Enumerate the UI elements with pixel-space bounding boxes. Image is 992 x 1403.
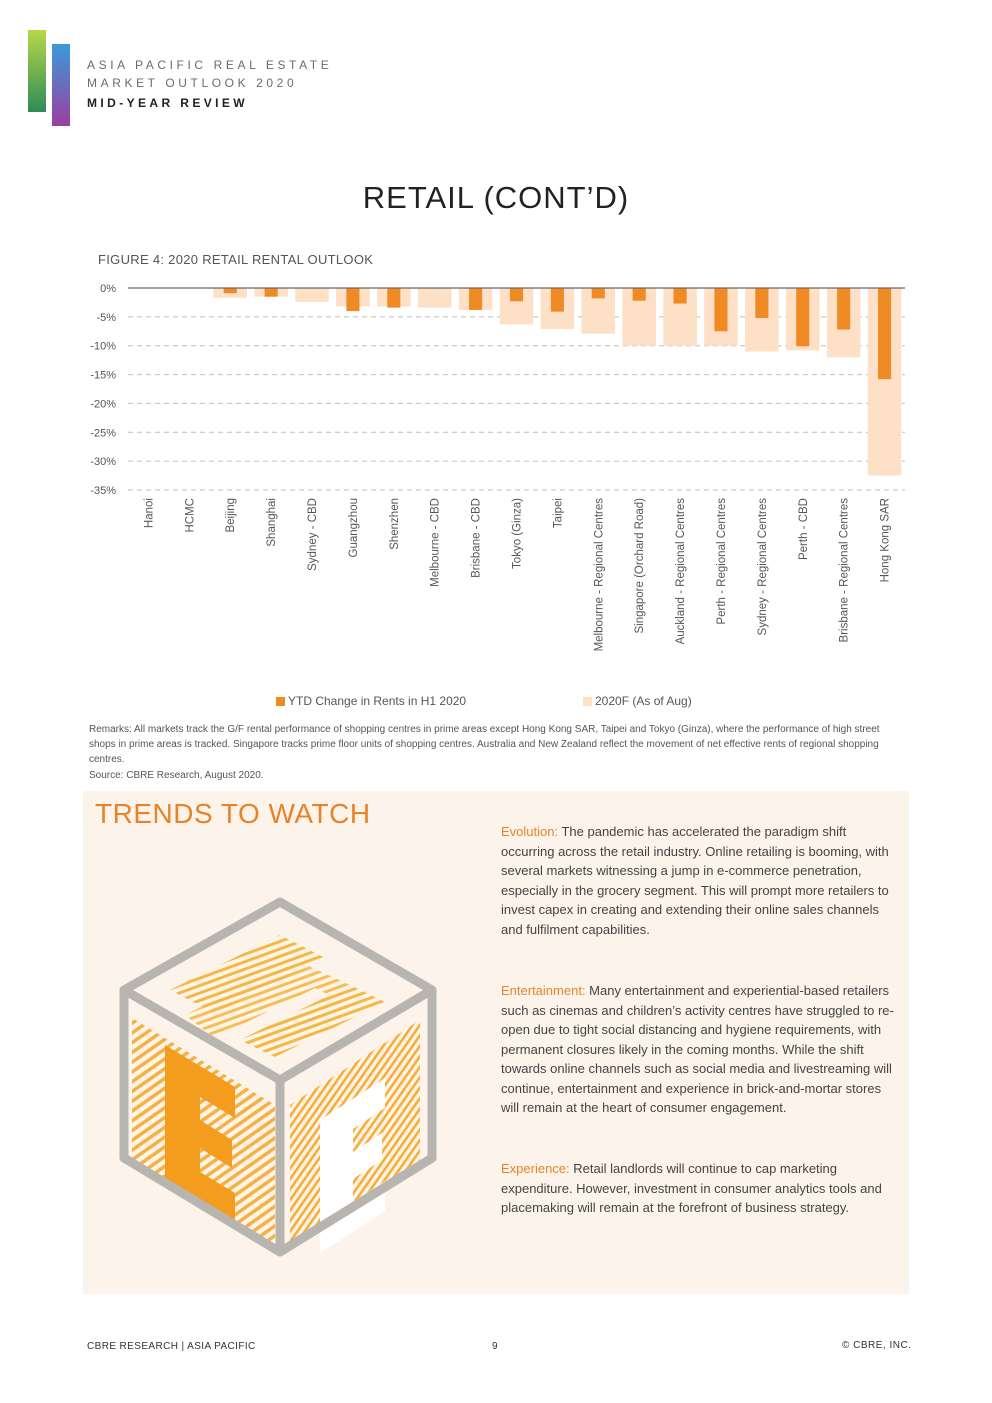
x-tick-label: Shanghai <box>266 498 278 547</box>
x-tick-label: Sydney - CBD <box>307 498 319 571</box>
trend-keyword-entertainment: Entertainment: <box>501 983 586 998</box>
x-tick-label: Melbourne - Regional Centres <box>593 498 605 652</box>
retail-rental-chart: 0% -5% -10% -15% -20% -25% -30% -35% Hanoi HCMC Be… <box>90 283 905 652</box>
bar-ytd <box>878 288 892 380</box>
x-tick-label: Guangzhou <box>348 498 360 557</box>
bar-forecast <box>295 288 329 302</box>
x-tick-label: Melbourne - CBD <box>430 498 442 587</box>
legend-label-forecast: 2020F (As of Aug) <box>595 694 692 708</box>
trend-experience: Experience: Retail landlords will contin… <box>501 1159 896 1218</box>
legend-swatch-ytd <box>276 696 285 706</box>
bar-forecast <box>417 288 452 308</box>
y-tick-label: -20% <box>90 398 116 410</box>
trend-text-experience: Retail landlords will continue to cap ma… <box>501 1161 882 1215</box>
x-tick-label: Hong Kong SAR <box>880 498 892 582</box>
report-subtitle: MID-YEAR REVIEW <box>87 96 249 110</box>
trends-title: TRENDS TO WATCH <box>95 798 371 829</box>
y-tick-label: 0% <box>100 283 116 295</box>
trend-evolution: Evolution: The pandemic has accelerated … <box>501 822 896 939</box>
bar-ytd <box>673 288 687 304</box>
brand-bar-green <box>28 30 46 112</box>
x-tick-label: Shenzhen <box>389 498 401 550</box>
legend-item-ytd: YTD Change in Rents in H1 2020 <box>276 694 466 708</box>
bar-ytd <box>796 288 810 347</box>
bar-ytd <box>264 288 278 297</box>
bar-ytd <box>755 288 769 319</box>
x-tick-label: Brisbane - Regional Centres <box>839 498 851 643</box>
y-tick-label: -30% <box>90 456 116 468</box>
x-tick-label: HCMC <box>184 498 196 533</box>
x-tick-label: Hanoi <box>143 498 155 528</box>
trend-keyword-experience: Experience: <box>501 1161 570 1176</box>
x-tick-label: Auckland - Regional Centres <box>675 498 687 645</box>
footer-copyright: © CBRE, INC. <box>842 1340 912 1351</box>
eee-cube-illustration <box>119 897 437 1257</box>
footer-publisher: CBRE RESEARCH | ASIA PACIFIC <box>87 1341 256 1352</box>
x-tick-label: Tokyo (Ginza) <box>512 498 524 569</box>
bar-ytd <box>837 288 851 330</box>
page-title: RETAIL (CONT’D) <box>362 180 630 215</box>
cube-left-face <box>132 1018 275 1250</box>
figure-title: FIGURE 4: 2020 RETAIL RENTAL OUTLOOK <box>98 252 374 267</box>
y-tick-label: -35% <box>90 485 116 497</box>
legend-label-ytd: YTD Change in Rents in H1 2020 <box>288 694 467 708</box>
x-tick-label: Singapore (Orchard Road) <box>634 498 646 634</box>
x-tick-label: Perth - Regional Centres <box>716 498 728 625</box>
legend-item-forecast: 2020F (As of Aug) <box>583 694 692 708</box>
bar-ytd <box>714 288 728 332</box>
cube-right-face <box>290 1020 420 1253</box>
chart-source: Source: CBRE Research, August 2020. <box>89 770 264 781</box>
y-tick-label: -25% <box>90 427 116 439</box>
report-title-line1: ASIA PACIFIC REAL ESTATE <box>87 58 333 72</box>
x-tick-label: Taipei <box>552 498 564 528</box>
brand-bar-blue <box>52 44 70 126</box>
trend-keyword-evolution: Evolution: <box>501 824 559 839</box>
x-tick-label: Sydney - Regional Centres <box>757 498 769 636</box>
legend-swatch-forecast <box>583 696 592 706</box>
bar-ytd <box>632 288 646 301</box>
report-title-line2: MARKET OUTLOOK 2020 <box>87 76 298 90</box>
bar-ytd <box>387 288 401 308</box>
x-tick-label: Perth - CBD <box>798 498 810 560</box>
bar-ytd <box>509 288 524 302</box>
y-tick-label: -10% <box>90 341 116 353</box>
bar-ytd <box>469 288 483 310</box>
x-tick-label: Beijing <box>225 498 237 533</box>
page-number: 9 <box>492 1341 498 1352</box>
trend-text-evolution: The pandemic has accelerated the paradig… <box>501 824 889 937</box>
chart-remarks: Remarks: All markets track the G/F renta… <box>89 724 880 765</box>
bar-ytd <box>550 288 564 312</box>
y-tick-label: -5% <box>96 312 116 324</box>
bar-ytd <box>591 288 605 299</box>
trend-entertainment: Entertainment: Many entertainment and ex… <box>501 981 896 1118</box>
cube-top-face <box>170 935 385 1057</box>
bar-ytd <box>223 288 237 294</box>
bar-ytd <box>346 288 360 312</box>
trend-text-entertainment: Many entertainment and experiential-base… <box>501 983 894 1115</box>
y-tick-label: -15% <box>90 370 116 382</box>
brand-color-bars <box>28 30 72 126</box>
x-tick-label: Brisbane - CBD <box>471 498 483 578</box>
